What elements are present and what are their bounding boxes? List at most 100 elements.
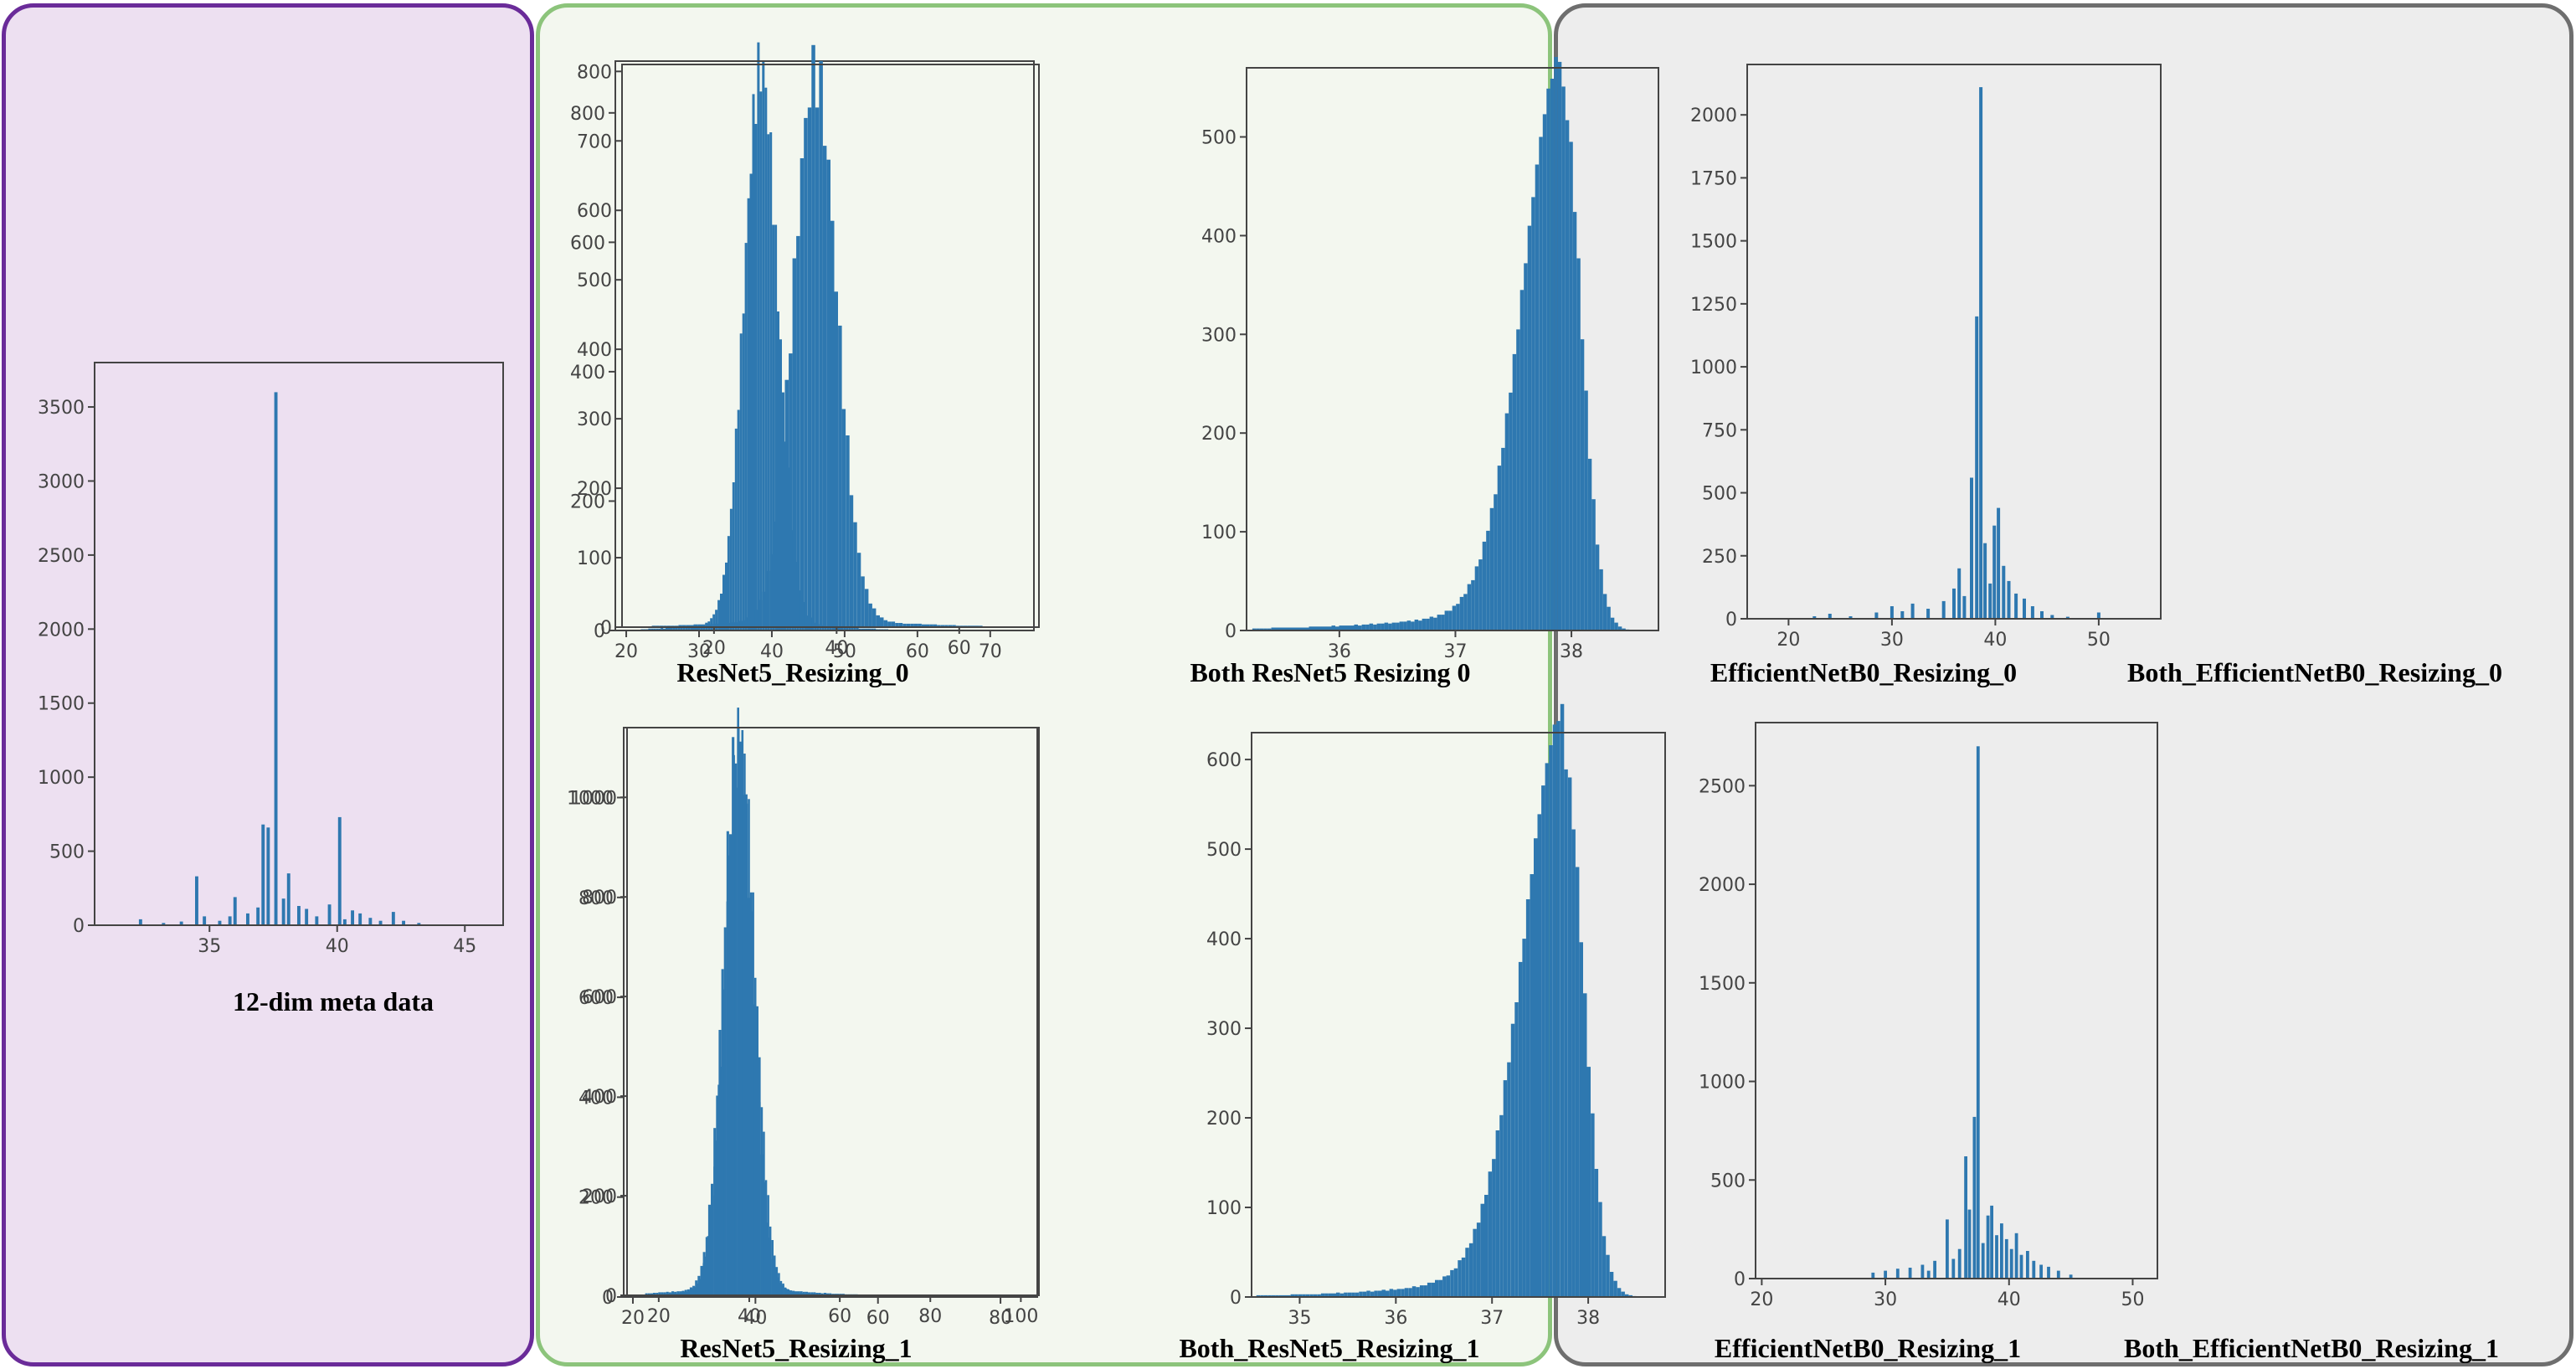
histogram-bar [1309,626,1313,630]
histogram-bar [732,482,735,630]
x-tick-label: 20 [621,1308,645,1329]
histogram-bar [1290,627,1294,630]
histogram-bar [351,910,354,925]
histogram-bar [1252,628,1257,630]
histogram-bar [887,621,892,627]
histogram-bar [1374,1290,1378,1297]
histogram-bar [1256,628,1260,630]
histogram-bar [2032,1260,2036,1279]
histogram-bar [729,834,733,1295]
histogram-bar [1302,1294,1306,1297]
histogram-bar [720,594,722,630]
histogram-bar [1283,627,1287,630]
histogram-bar [1263,628,1267,630]
histogram-bar [868,603,872,627]
histogram-bar [1458,1260,1462,1297]
histogram-bar [297,906,301,925]
histogram-bar [841,627,844,630]
histogram-bar [735,622,739,627]
y-tick-label: 200 [582,1186,617,1207]
histogram-bar [686,1289,690,1295]
histogram-bar [1404,1288,1409,1297]
histogram-bar [810,1292,814,1295]
plot-frame [623,727,1038,1298]
histogram-bar [861,576,865,627]
histogram-bar [1320,626,1324,630]
histogram-bar [692,1285,696,1295]
histogram-bar [1554,57,1558,630]
histogram-bar [937,625,941,627]
histogram-bar [1313,1294,1318,1297]
histogram-bar [944,625,949,627]
histogram-bar [2014,593,2018,619]
histogram-bar [1309,1294,1314,1297]
histogram-bar [1941,600,1946,619]
histogram-bar [863,628,866,630]
histogram-bar [645,1293,648,1295]
histogram-bar [952,625,956,627]
histogram-bar [925,624,929,627]
x-tick-label: 40 [1998,1289,2021,1310]
histogram-bar [695,1280,698,1295]
histogram-bar [672,627,676,630]
histogram-bar [1414,620,1419,630]
histogram-bar [807,107,812,627]
x-tick-label: 30 [687,641,711,662]
histogram-bar [717,600,721,630]
histogram-bar [800,158,805,627]
histogram-bar [1423,1285,1427,1297]
histogram-bar [1613,1280,1617,1297]
histogram-bar [1495,1130,1500,1297]
histogram-bar [883,620,888,627]
histogram-bar [1468,1243,1473,1297]
x-tick-label: 35 [198,936,221,957]
histogram-bar [697,1275,701,1295]
histogram-bar [868,628,872,630]
histogram-bar [1560,703,1565,1297]
histogram-bar [716,1095,719,1295]
plot-frame [1246,67,1659,631]
histogram-bar [2014,1233,2018,1279]
y-tick-label: 0 [1725,610,1737,630]
histogram-bar [1427,1282,1432,1297]
y-tick-label: 1000 [570,788,617,809]
histogram-bar [1418,620,1422,630]
histogram-bar [779,1283,782,1295]
histogram-bar [1952,588,1956,619]
histogram-bar [1396,1289,1401,1297]
histogram-bar [1598,1202,1602,1297]
y-tick-label: 1250 [1690,295,1737,316]
histogram-bar [1983,543,1987,619]
histogram-bar [327,904,332,925]
histogram-bar [1362,1291,1367,1297]
histogram-bar [2019,1254,2023,1279]
plot-frame [1251,732,1666,1298]
histogram-bar [2026,1251,2029,1279]
x-tick-label: 40 [743,1308,767,1329]
histogram-bar [1516,329,1520,630]
y-tick-label: 400 [570,363,605,383]
histogram-bar [1933,1260,1936,1279]
x-tick-label: 100 [1003,1306,1038,1327]
histogram-bar [228,916,232,925]
histogram-bar [918,623,922,627]
histogram-bar [1557,61,1562,630]
histogram-bar [1488,1171,1493,1297]
y-tick-label: 300 [1201,325,1237,346]
histogram-bar [826,625,830,630]
histogram-bar [663,628,666,630]
histogram-bar [417,923,421,925]
histogram-bar [687,626,691,630]
histogram-bar [1453,1268,1458,1297]
histogram-bar [690,626,693,630]
histogram-bar [1298,627,1302,630]
x-tick-label: 20 [1750,1289,1773,1310]
histogram-bar [650,628,654,630]
histogram-bar [819,60,823,627]
histogram-bar [661,1292,664,1295]
histogram-bar [203,916,207,925]
histogram-bar [1329,1293,1333,1297]
histogram-bar [2040,611,2044,619]
histogram-bar [695,625,698,630]
